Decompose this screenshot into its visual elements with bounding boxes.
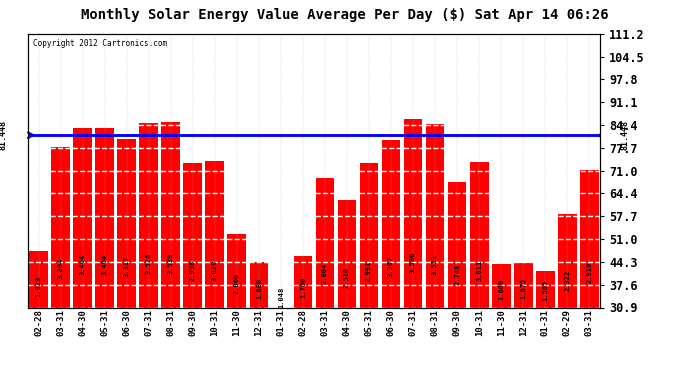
Text: 2.991: 2.991 xyxy=(366,260,372,282)
Bar xyxy=(558,214,577,308)
Bar xyxy=(580,170,599,308)
Bar xyxy=(337,200,356,308)
Text: 1.660: 1.660 xyxy=(498,278,504,300)
Bar xyxy=(293,256,313,307)
Bar xyxy=(73,128,92,308)
Text: 3.317: 3.317 xyxy=(124,256,130,277)
Bar xyxy=(382,140,400,308)
Bar xyxy=(492,264,511,308)
Bar xyxy=(536,271,555,308)
Text: 3.464: 3.464 xyxy=(101,254,108,275)
Text: 1.829: 1.829 xyxy=(36,276,41,297)
Bar xyxy=(272,308,290,310)
Bar xyxy=(514,263,533,308)
Text: 3.526: 3.526 xyxy=(146,253,152,274)
Text: 3.539: 3.539 xyxy=(168,253,174,274)
Bar xyxy=(161,122,180,308)
Text: 1.565: 1.565 xyxy=(542,280,549,301)
Bar xyxy=(426,124,444,308)
Text: 2.060: 2.060 xyxy=(234,273,240,294)
Bar xyxy=(448,182,466,308)
Text: 2.804: 2.804 xyxy=(322,263,328,284)
Bar xyxy=(470,162,489,308)
Text: 2.510: 2.510 xyxy=(344,267,350,288)
Bar xyxy=(95,128,114,308)
Text: 3.464: 3.464 xyxy=(79,254,86,275)
Bar xyxy=(51,147,70,308)
Text: 1.680: 1.680 xyxy=(256,278,262,299)
Bar xyxy=(359,164,378,308)
Text: 1.675: 1.675 xyxy=(520,278,526,300)
Bar xyxy=(315,178,335,308)
Text: 3.307: 3.307 xyxy=(388,256,394,277)
Text: 2.748: 2.748 xyxy=(454,264,460,285)
Text: 81.448: 81.448 xyxy=(0,120,8,150)
Text: 2.322: 2.322 xyxy=(564,269,570,291)
Text: Copyright 2012 Cartronics.com: Copyright 2012 Cartronics.com xyxy=(33,39,168,48)
Text: 81.448: 81.448 xyxy=(620,120,629,150)
Bar xyxy=(29,251,48,308)
Bar xyxy=(404,118,422,308)
Text: Monthly Solar Energy Value Average Per Day ($) Sat Apr 14 06:26: Monthly Solar Energy Value Average Per D… xyxy=(81,8,609,21)
Text: 1.048: 1.048 xyxy=(278,287,284,308)
Text: 1.760: 1.760 xyxy=(300,277,306,298)
Bar xyxy=(250,262,268,308)
Text: 3.011: 3.011 xyxy=(476,260,482,281)
Text: 2.998: 2.998 xyxy=(190,260,196,282)
Bar xyxy=(206,161,224,308)
Text: 3.204: 3.204 xyxy=(58,257,63,279)
Text: 2.910: 2.910 xyxy=(586,261,592,283)
Text: 3.586: 3.586 xyxy=(410,252,416,273)
Bar xyxy=(184,163,202,308)
Bar xyxy=(117,139,136,308)
Bar xyxy=(228,234,246,308)
Bar xyxy=(139,123,158,308)
Text: 3.511: 3.511 xyxy=(432,253,438,274)
Text: 3.028: 3.028 xyxy=(212,260,218,281)
